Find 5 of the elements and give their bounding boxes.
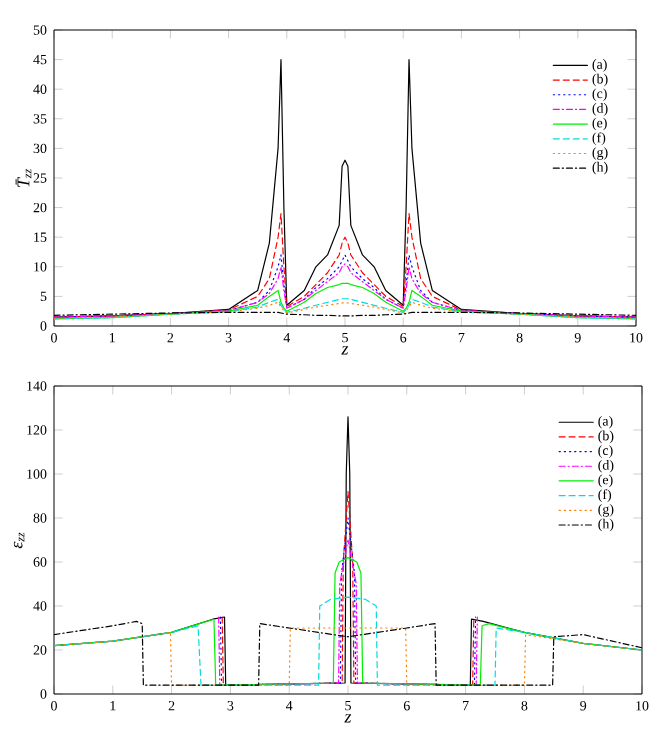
x-axis-title: z	[344, 714, 352, 723]
line-series	[54, 596, 643, 686]
y-axis-title: T̄$_{zz}$	[15, 169, 32, 187]
y-axis-title: ε$_{zz}$	[13, 532, 25, 549]
x-axis-title: z	[341, 346, 349, 355]
